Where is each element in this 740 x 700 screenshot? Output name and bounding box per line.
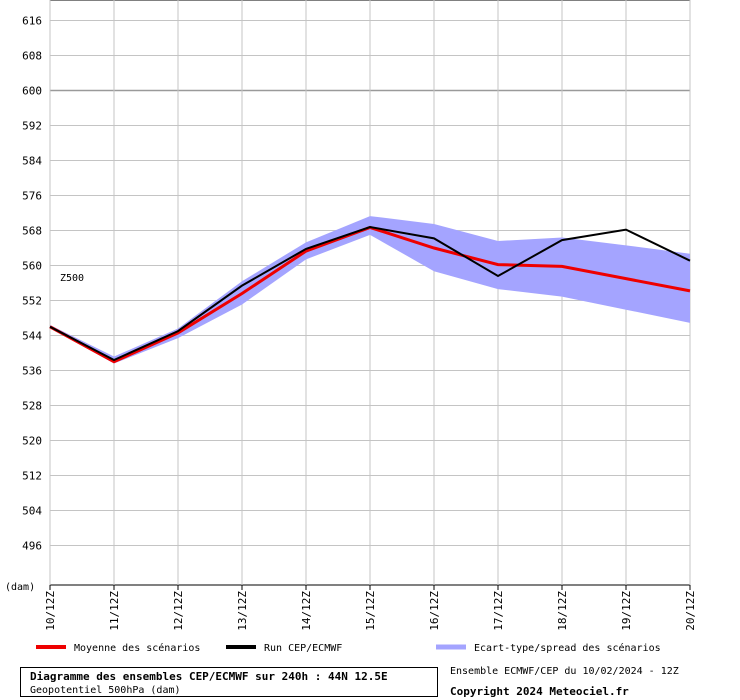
y-tick-label: 496 bbox=[22, 540, 42, 553]
x-tick-label: 14/12Z bbox=[300, 591, 313, 631]
legend-label: Moyenne des scénarios bbox=[74, 642, 200, 654]
series-lines-layer bbox=[49, 225, 691, 364]
y-tick-label: 584 bbox=[22, 155, 42, 168]
y-tick-label: 592 bbox=[22, 120, 42, 133]
x-tick-label: 12/12Z bbox=[172, 591, 185, 631]
x-tick-label: 17/12Z bbox=[492, 591, 505, 631]
y-tick-label: 560 bbox=[22, 260, 42, 273]
y-tick-label: 568 bbox=[22, 225, 42, 238]
copyright: Copyright 2024 Meteociel.fr bbox=[450, 685, 629, 698]
x-tick-label: 13/12Z bbox=[236, 591, 249, 631]
y-tick-labels: 496 504 512 520 528 536 544 552 560 568 576 584 592 6… bbox=[22, 15, 42, 553]
series-line-control-run bbox=[49, 225, 691, 362]
run-info: Ensemble ECMWF/CEP du 10/02/2024 - 12Z bbox=[450, 666, 679, 677]
legend-label: Run CEP/ECMWF bbox=[264, 643, 342, 654]
y-tick-label: 544 bbox=[22, 330, 42, 343]
x-tick-label: 18/12Z bbox=[556, 591, 569, 631]
x-tick-label: 19/12Z bbox=[620, 591, 633, 631]
y-tick-label: 520 bbox=[22, 435, 42, 448]
legend-item-spread: Ecart-type/spread des scénarios bbox=[436, 642, 661, 654]
x-tick-labels: 10/12Z 11/12Z 12/12Z 13/12Z 14/12Z 15/12Z 16/1… bbox=[44, 591, 697, 631]
chart-title-box: Diagramme des ensembles CEP/ECMWF sur 24… bbox=[20, 667, 438, 697]
y-tick-label: 576 bbox=[22, 190, 42, 203]
y-tick-label: 512 bbox=[22, 470, 42, 483]
y-tick-label: 528 bbox=[22, 400, 42, 413]
x-tick-label: 15/12Z bbox=[364, 591, 377, 631]
chart-title: Diagramme des ensembles CEP/ECMWF sur 24… bbox=[30, 670, 388, 683]
x-tick-label: 11/12Z bbox=[108, 591, 121, 631]
y-tick-label: 608 bbox=[22, 50, 42, 63]
variable-label: Z500 bbox=[60, 273, 84, 284]
spread-band bbox=[50, 216, 690, 364]
x-tick-label: 20/12Z bbox=[684, 591, 697, 631]
legend-item-run: Run CEP/ECMWF bbox=[226, 643, 342, 654]
y-tick-label: 600 bbox=[22, 85, 42, 98]
legend-item-mean: Moyenne des scénarios bbox=[36, 642, 200, 654]
x-tick-label: 16/12Z bbox=[428, 591, 441, 631]
y-tick-label: 616 bbox=[22, 15, 42, 28]
chart-legend: Moyenne des scénarios Run CEP/ECMWF Ecart-… bbox=[36, 642, 661, 654]
legend-label: Ecart-type/spread des scénarios bbox=[474, 642, 661, 654]
x-tick-label: 10/12Z bbox=[44, 591, 57, 631]
y-tick-label: 504 bbox=[22, 505, 42, 518]
chart-subtitle: Geopotentiel 500hPa (dam) bbox=[30, 685, 181, 696]
y-tick-label: 552 bbox=[22, 295, 42, 308]
y-tick-label: 536 bbox=[22, 365, 42, 378]
spread-band-layer bbox=[50, 216, 690, 364]
unit-label: (dam) bbox=[5, 582, 35, 593]
